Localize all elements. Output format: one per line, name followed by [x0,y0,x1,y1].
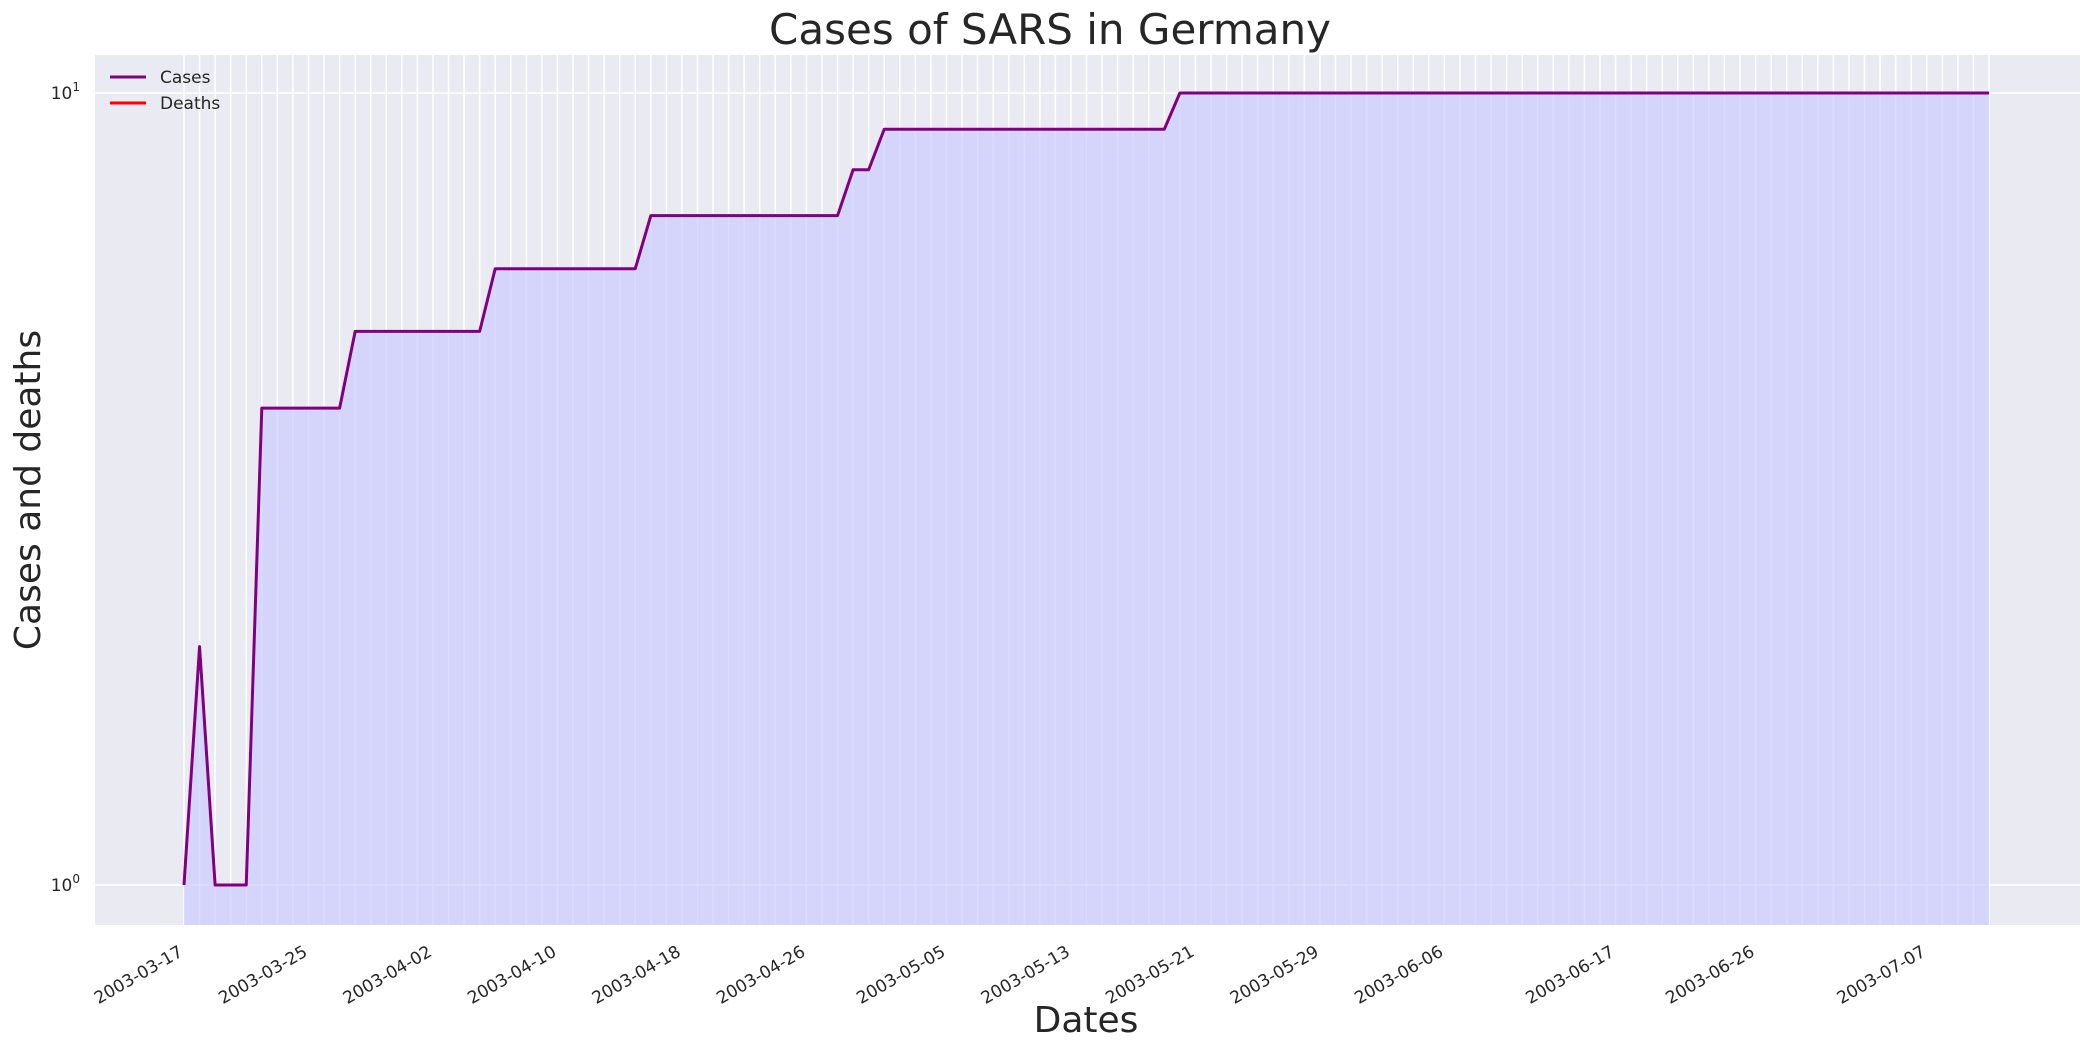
y-axis-label: Cases and deaths [8,330,49,650]
y-tick-label: 101 [51,80,80,104]
x-tick-label: 2003-06-26 [1663,942,1759,1009]
x-tick-label: 2003-04-26 [713,942,809,1009]
series-line-cases [182,91,1989,887]
x-tick-label: 2003-05-29 [1227,942,1323,1009]
x-tick-labels: 2003-03-17 2003-03-25 2003-04-02 2003-04-10… [91,942,1929,1009]
y-tick-label: 100 [51,872,80,896]
legend-label-deaths: Deaths [160,94,220,114]
series-area-cases [184,93,1989,925]
legend: Cases Deaths [110,68,220,114]
x-tick-label: 2003-05-13 [978,942,1074,1009]
data-layer [182,91,1989,925]
x-tick-label: 2003-06-17 [1522,942,1618,1009]
x-tick-label: 2003-05-21 [1102,942,1198,1009]
x-tick-label: 2003-03-25 [215,942,311,1009]
x-tick-label: 2003-06-06 [1351,942,1447,1009]
x-tick-label: 2003-03-17 [91,942,187,1009]
x-tick-label: 2003-05-05 [853,942,949,1009]
x-tick-label: 2003-07-07 [1834,942,1930,1009]
legend-label-cases: Cases [160,68,211,88]
chart-title: Cases of SARS in Germany [769,5,1331,54]
x-tick-label: 2003-04-10 [464,942,560,1009]
x-tick-label: 2003-04-18 [589,942,685,1009]
y-tick-labels: 100 101 [51,80,80,896]
x-tick-label: 2003-04-02 [340,942,436,1009]
x-axis-label: Dates [1034,1000,1139,1041]
